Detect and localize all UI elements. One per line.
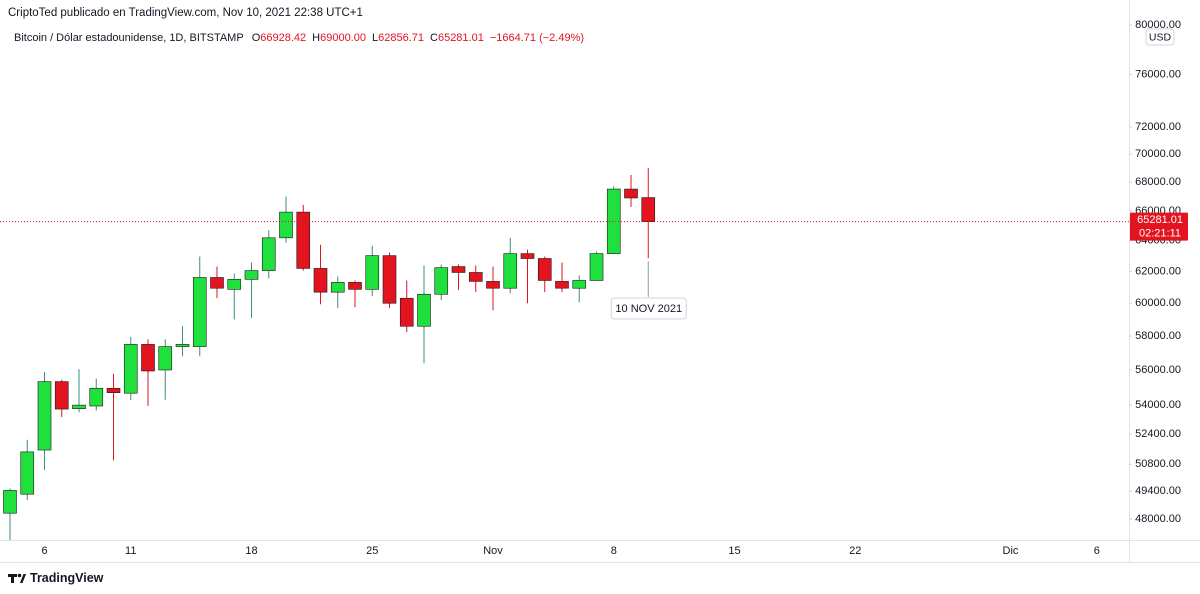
publisher-line: CriptoTed publicado en TradingView.com, … [8, 7, 363, 19]
candle-body [468, 272, 483, 282]
x-tick-label: 25 [366, 545, 378, 557]
candle-body [20, 451, 35, 495]
ohlc-value: 65281.01 [438, 32, 484, 44]
candle-body [175, 344, 190, 347]
candle-body [399, 297, 414, 327]
candle-body [227, 279, 242, 290]
y-tick-label: 48000.00 [1135, 513, 1181, 525]
y-tick-label: 72000.00 [1135, 121, 1181, 133]
candle-body [486, 281, 500, 289]
ohlc-key: L [372, 32, 378, 44]
candle-body [141, 344, 155, 372]
candle-body [417, 293, 431, 327]
candle-body [434, 267, 449, 295]
x-tick-label: 15 [728, 545, 740, 557]
crosshair-box [610, 297, 687, 320]
ohlc-key: H [312, 32, 320, 44]
x-tick-label: 6 [1094, 545, 1100, 557]
y-tick-label: 68000.00 [1135, 176, 1181, 188]
candle-body [123, 344, 138, 394]
last-price-label: 65281.01 [1137, 214, 1183, 226]
candle-body [624, 188, 638, 199]
candle-body [279, 211, 293, 239]
y-tick-label: 49400.00 [1135, 485, 1181, 497]
ohlc-key: O [252, 32, 261, 44]
candle-body [589, 253, 604, 281]
x-tick-label: 22 [849, 545, 861, 557]
candle-body [261, 237, 276, 271]
y-tick-label: 56000.00 [1135, 364, 1181, 376]
currency-box[interactable] [1145, 28, 1175, 46]
y-tick-label: 76000.00 [1135, 69, 1181, 81]
candle-body [210, 277, 224, 289]
y-tick-label: 80000.00 [1135, 19, 1181, 31]
candle-body [503, 253, 518, 289]
candle-body [313, 268, 328, 293]
candle-body [89, 387, 104, 407]
candle-body [54, 381, 69, 410]
countdown-label: 02:21:11 [1139, 228, 1181, 240]
symbol-legend: Bitcoin / Dólar estadounidense, 1D, BITS… [14, 32, 584, 44]
y-tick-label: 54000.00 [1135, 399, 1181, 411]
candle-body [382, 255, 397, 304]
y-tick-label: 70000.00 [1135, 148, 1181, 160]
x-tick-label: 8 [611, 545, 617, 557]
ohlc-value: 69000.00 [320, 32, 366, 44]
candle-body [365, 255, 380, 290]
candle-body [520, 253, 535, 259]
candle-body [296, 211, 311, 269]
candle-body [3, 490, 17, 514]
y-tick-label: 52400.00 [1135, 428, 1181, 440]
x-tick-label: 18 [245, 545, 257, 557]
symbol-name: Bitcoin / Dólar estadounidense, 1D, BITS… [14, 32, 244, 44]
candle-body [244, 270, 259, 280]
candle-body [192, 277, 207, 347]
y-tick-label: 60000.00 [1135, 297, 1181, 309]
x-tick-label: 11 [125, 545, 136, 557]
candle-body [555, 281, 569, 289]
brand-logo [8, 573, 26, 583]
candle-body [106, 387, 121, 393]
brand-name: TradingView [30, 571, 104, 585]
x-tick-label: 6 [41, 545, 47, 557]
candle-body [572, 280, 587, 289]
last-price-box [1130, 212, 1188, 241]
ohlc-value: 66928.42 [260, 32, 306, 44]
candle-body [330, 282, 345, 293]
candle-body [641, 197, 656, 222]
crosshair-label: 10 NOV 2021 [615, 303, 682, 315]
candle-body [348, 282, 362, 290]
candle-body [158, 346, 173, 371]
ohlc-value: 62856.71 [378, 32, 424, 44]
y-tick-label: 50800.00 [1135, 458, 1181, 470]
candle-body [451, 266, 466, 273]
x-tick-label: Nov [483, 545, 503, 557]
candle-body [537, 258, 552, 281]
y-tick-label: 62000.00 [1135, 265, 1181, 277]
candle-body [37, 381, 52, 451]
ohlc-key: C [430, 32, 438, 44]
candle-body [72, 404, 86, 410]
y-tick-label: 58000.00 [1135, 330, 1181, 342]
change-value: −1664.71 (−2.49%) [490, 32, 584, 44]
candle-body [606, 188, 621, 254]
x-tick-label: Dic [1003, 545, 1019, 557]
currency-label: USD [1149, 31, 1172, 43]
